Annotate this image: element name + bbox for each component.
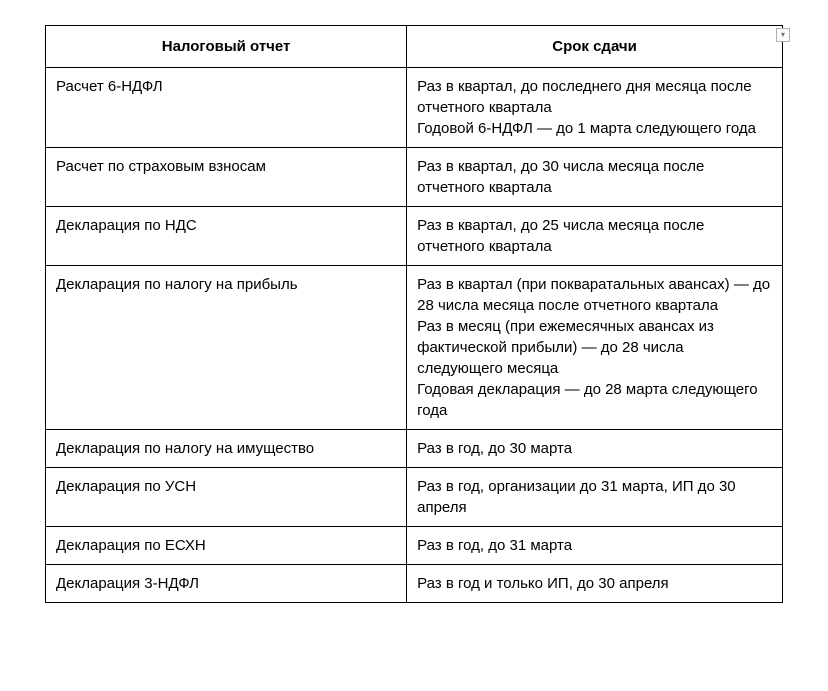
- table-row: Декларация 3-НДФЛ Раз в год и только ИП,…: [46, 565, 783, 603]
- table-row: Расчет по страховым взносам Раз в кварта…: [46, 148, 783, 207]
- cell-report: Декларация по ЕСХН: [46, 527, 407, 565]
- cell-report: Декларация 3-НДФЛ: [46, 565, 407, 603]
- cell-deadline: Раз в год и только ИП, до 30 апреля: [407, 565, 783, 603]
- table-row: Декларация по УСН Раз в год, организации…: [46, 468, 783, 527]
- cell-deadline: Раз в квартал, до 25 числа месяца после …: [407, 207, 783, 266]
- cell-deadline: Раз в год, до 30 марта: [407, 430, 783, 468]
- table-row: Декларация по НДС Раз в квартал, до 25 ч…: [46, 207, 783, 266]
- table-row: Декларация по ЕСХН Раз в год, до 31 март…: [46, 527, 783, 565]
- cell-deadline: Раз в квартал, до последнего дня месяца …: [407, 68, 783, 148]
- cell-report: Декларация по НДС: [46, 207, 407, 266]
- cell-report: Декларация по УСН: [46, 468, 407, 527]
- table-header-row: Налоговый отчет Срок сдачи: [46, 26, 783, 68]
- cell-deadline: Раз в год, организации до 31 марта, ИП д…: [407, 468, 783, 527]
- header-deadline: Срок сдачи: [407, 26, 783, 68]
- table-row: Расчет 6-НДФЛ Раз в квартал, до последне…: [46, 68, 783, 148]
- cell-deadline: Раз в квартал, до 30 числа месяца после …: [407, 148, 783, 207]
- cell-deadline: Раз в квартал (при покваратальных аванса…: [407, 266, 783, 430]
- cell-report: Расчет 6-НДФЛ: [46, 68, 407, 148]
- table-row: Декларация по налогу на прибыль Раз в кв…: [46, 266, 783, 430]
- cell-deadline: Раз в год, до 31 марта: [407, 527, 783, 565]
- dropdown-glyph: ▾: [781, 31, 785, 39]
- cell-report: Расчет по страховым взносам: [46, 148, 407, 207]
- tax-reports-table: Налоговый отчет Срок сдачи Расчет 6-НДФЛ…: [45, 25, 783, 603]
- header-report: Налоговый отчет: [46, 26, 407, 68]
- table-row: Декларация по налогу на имущество Раз в …: [46, 430, 783, 468]
- dropdown-marker-icon[interactable]: ▾: [776, 28, 790, 42]
- cell-report: Декларация по налогу на прибыль: [46, 266, 407, 430]
- cell-report: Декларация по налогу на имущество: [46, 430, 407, 468]
